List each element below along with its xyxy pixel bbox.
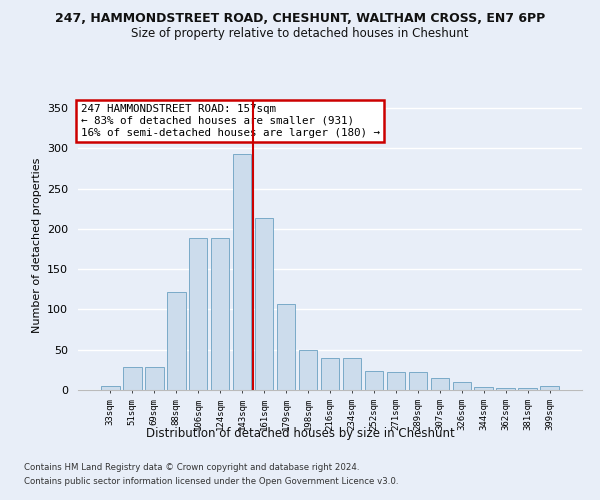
Bar <box>518 388 537 390</box>
Text: Contains public sector information licensed under the Open Government Licence v3: Contains public sector information licen… <box>24 478 398 486</box>
Bar <box>277 304 295 390</box>
Bar <box>409 372 427 390</box>
Bar <box>475 387 493 390</box>
Bar <box>145 366 164 390</box>
Text: 247 HAMMONDSTREET ROAD: 157sqm
← 83% of detached houses are smaller (931)
16% of: 247 HAMMONDSTREET ROAD: 157sqm ← 83% of … <box>80 104 380 138</box>
Bar <box>167 292 185 390</box>
Text: Size of property relative to detached houses in Cheshunt: Size of property relative to detached ho… <box>131 28 469 40</box>
Bar <box>365 372 383 390</box>
Bar <box>343 358 361 390</box>
Bar <box>123 366 142 390</box>
Bar <box>386 372 405 390</box>
Bar <box>255 218 274 390</box>
Text: Contains HM Land Registry data © Crown copyright and database right 2024.: Contains HM Land Registry data © Crown c… <box>24 462 359 471</box>
Bar <box>299 350 317 390</box>
Bar <box>496 388 515 390</box>
Bar <box>541 386 559 390</box>
Bar <box>233 154 251 390</box>
Bar <box>431 378 449 390</box>
Bar <box>320 358 340 390</box>
Bar <box>101 386 119 390</box>
Text: Distribution of detached houses by size in Cheshunt: Distribution of detached houses by size … <box>146 428 454 440</box>
Bar <box>452 382 471 390</box>
Bar <box>211 238 229 390</box>
Bar <box>189 238 208 390</box>
Y-axis label: Number of detached properties: Number of detached properties <box>32 158 41 332</box>
Text: 247, HAMMONDSTREET ROAD, CHESHUNT, WALTHAM CROSS, EN7 6PP: 247, HAMMONDSTREET ROAD, CHESHUNT, WALTH… <box>55 12 545 26</box>
